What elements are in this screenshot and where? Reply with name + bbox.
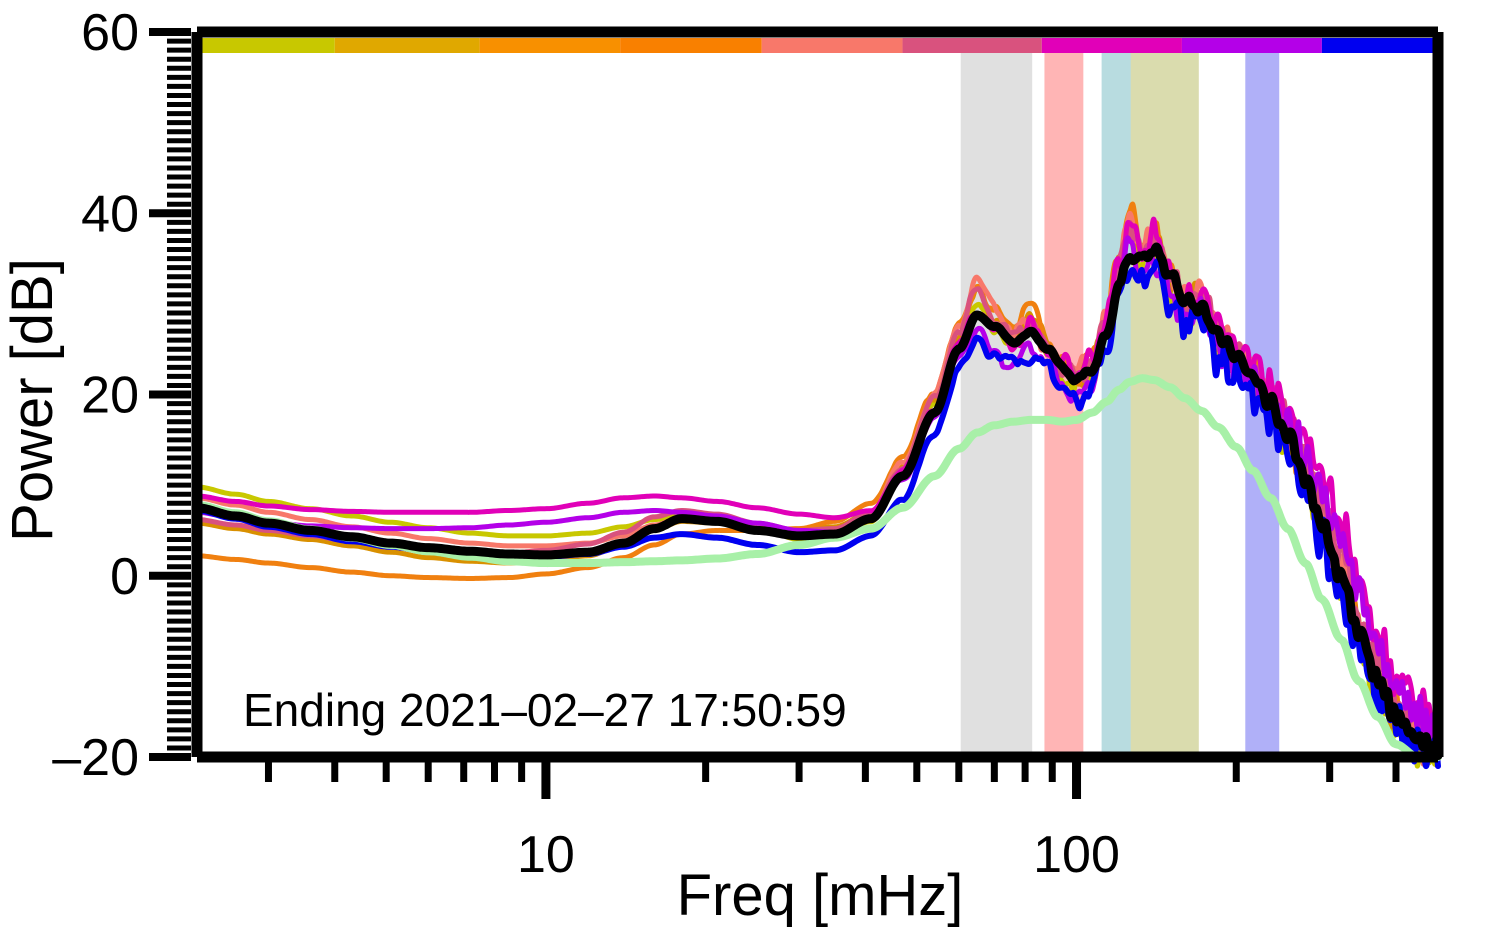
- y-axis-label: Power [dB]: [0, 258, 65, 542]
- x-tick-label: 100: [1033, 826, 1120, 884]
- axes-frame: [191, 26, 1444, 763]
- y-tick-label: 40: [81, 185, 139, 243]
- x-axis-label: Freq [mHz]: [677, 863, 964, 928]
- x-tick-label: 10: [517, 826, 575, 884]
- segment-3-orange: [479, 38, 621, 53]
- segment-8-violet: [1181, 38, 1322, 53]
- spectra-curves: [192, 201, 1443, 770]
- segment-6-rose: [902, 38, 1042, 53]
- segment-5-salmon: [761, 38, 903, 53]
- y-tick-label: –20: [52, 729, 139, 787]
- segment-4-darkorange: [620, 38, 762, 53]
- mean-spectrum: [192, 242, 1443, 761]
- segment-1-yellowgreen: [197, 38, 335, 53]
- segment-2-gold: [334, 38, 480, 53]
- band-gray: [960, 52, 1033, 757]
- ending-timestamp-annotation: Ending 2021–02–27 17:50:59: [243, 684, 847, 736]
- y-tick-label: 20: [81, 367, 139, 425]
- y-tick-label: 0: [110, 548, 139, 606]
- band-khaki: [1130, 52, 1199, 757]
- axis-tick-labels: –20 0 20 40 60 10 100: [52, 4, 1120, 884]
- y-tick-label: 60: [81, 4, 139, 62]
- axis-ticks: [149, 28, 1400, 799]
- spectrum-magenta: [194, 216, 1441, 735]
- segment-9-blue: [1321, 38, 1438, 53]
- top-color-bar: [197, 38, 1438, 53]
- segment-7-magenta: [1041, 38, 1182, 53]
